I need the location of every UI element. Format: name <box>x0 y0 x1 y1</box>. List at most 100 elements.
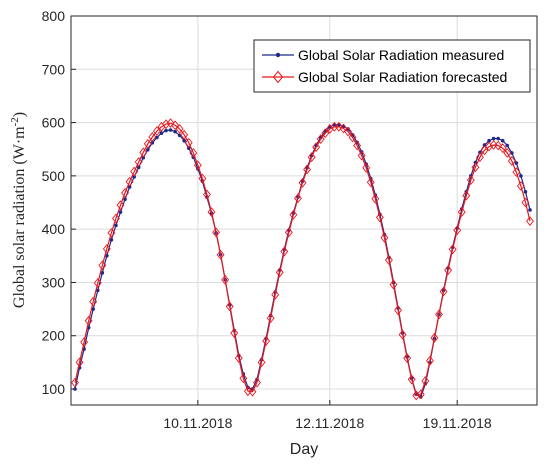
data-point-diamond <box>371 193 380 204</box>
series-layer <box>71 118 534 401</box>
data-point-diamond <box>466 175 475 186</box>
data-point-diamond <box>107 227 116 238</box>
data-point-diamond <box>416 389 425 400</box>
data-point-diamond <box>407 374 416 385</box>
data-point-diamond <box>143 138 152 149</box>
data-point-diamond <box>166 118 175 129</box>
data-point-dot <box>186 146 191 150</box>
data-point-diamond <box>212 227 220 238</box>
series-forecasted <box>71 118 534 401</box>
data-point-diamond <box>134 157 143 167</box>
data-point-diamond <box>275 267 284 278</box>
y-tick-label: 500 <box>42 168 66 184</box>
y-axis-label-main: Global solar radiation (W·m <box>11 126 28 308</box>
data-point-diamond <box>476 152 484 163</box>
data-point-diamond <box>430 332 439 343</box>
data-point-diamond <box>193 160 202 171</box>
data-point-diamond <box>148 132 157 142</box>
data-point-diamond <box>339 123 348 134</box>
data-point-dot <box>168 128 173 132</box>
data-point-diamond <box>89 296 98 307</box>
data-point-diamond <box>221 274 230 285</box>
data-point-dot <box>510 151 514 155</box>
data-point-diamond <box>98 260 107 271</box>
data-point-dot <box>155 135 159 140</box>
data-point-diamond <box>289 209 298 220</box>
legend-forecasted-marker <box>272 70 284 84</box>
data-point-diamond <box>184 137 193 148</box>
data-point-dot <box>182 138 186 143</box>
data-point-diamond <box>271 289 280 300</box>
data-point-diamond <box>321 128 330 139</box>
data-point-diamond <box>216 249 225 260</box>
y-axis-label: Global solar radiation (W·m-2) <box>9 112 28 308</box>
data-point-dot <box>523 190 528 194</box>
data-point-diamond <box>435 309 443 320</box>
data-point-dot <box>114 223 118 228</box>
data-point-diamond <box>257 357 266 368</box>
y-axis: 100 200 300 400 500 600 700 800 <box>42 8 76 397</box>
data-point-dot <box>496 136 500 141</box>
data-point-diamond <box>139 147 148 158</box>
data-point-diamond <box>248 386 257 397</box>
data-point-diamond <box>121 187 129 198</box>
data-point-diamond <box>362 162 371 173</box>
x-axis: 10.11.2018 12.11.2018 19.11.2018 <box>163 400 492 431</box>
data-point-dot <box>118 210 123 214</box>
data-point-dot <box>519 174 523 178</box>
data-point-diamond <box>112 213 120 224</box>
data-point-diamond <box>162 119 170 130</box>
data-point-dot <box>105 253 109 258</box>
data-point-diamond <box>230 328 239 338</box>
legend: Global Solar Radiation measured Global S… <box>253 39 531 93</box>
y-tick-label: 100 <box>42 381 66 397</box>
x-tick-label: 10.11.2018 <box>163 415 232 431</box>
data-point-diamond <box>521 197 530 208</box>
data-point-diamond <box>189 148 198 158</box>
data-point-diamond <box>480 145 489 156</box>
data-point-diamond <box>453 225 462 236</box>
data-point-diamond <box>353 140 362 151</box>
data-point-dot <box>146 147 150 152</box>
data-point-diamond <box>280 246 289 257</box>
data-point-dot <box>141 155 146 160</box>
data-point-diamond <box>307 152 316 163</box>
data-point-diamond <box>385 255 393 265</box>
data-point-diamond <box>516 181 525 191</box>
data-point-diamond <box>71 377 79 388</box>
data-point-diamond <box>357 150 366 161</box>
legend-box <box>253 39 531 93</box>
data-point-diamond <box>334 121 343 132</box>
data-point-diamond <box>316 134 325 145</box>
data-point-diamond <box>198 173 207 184</box>
data-point-diamond <box>102 243 111 254</box>
x-tick-label: 19.11.2018 <box>423 415 492 431</box>
y-tick-label: 700 <box>42 61 66 77</box>
data-point-dot <box>173 129 177 134</box>
data-point-diamond <box>507 156 516 166</box>
data-point-diamond <box>175 124 184 134</box>
data-point-dot <box>127 185 132 189</box>
data-point-diamond <box>380 232 389 243</box>
data-point-diamond <box>284 227 293 238</box>
data-point-diamond <box>448 244 457 255</box>
data-point-diamond <box>152 126 161 137</box>
data-point-diamond <box>207 207 216 218</box>
data-point-dot <box>136 165 141 170</box>
data-point-diamond <box>298 177 307 188</box>
y-axis-label-superscript: -2 <box>9 117 21 126</box>
data-point-diamond <box>366 177 375 188</box>
data-point-diamond <box>116 200 125 211</box>
data-point-diamond <box>425 355 434 366</box>
y-tick-label: 200 <box>42 328 66 344</box>
data-point-diamond <box>389 279 398 290</box>
data-point-diamond <box>262 336 271 346</box>
data-point-diamond <box>375 212 384 223</box>
data-point-diamond <box>398 329 407 340</box>
data-point-dot <box>95 288 100 293</box>
data-point-diamond <box>75 357 84 368</box>
data-point-diamond <box>439 286 448 297</box>
data-point-dot <box>528 208 532 212</box>
data-point-diamond <box>239 373 248 384</box>
data-point-dot <box>159 131 164 136</box>
